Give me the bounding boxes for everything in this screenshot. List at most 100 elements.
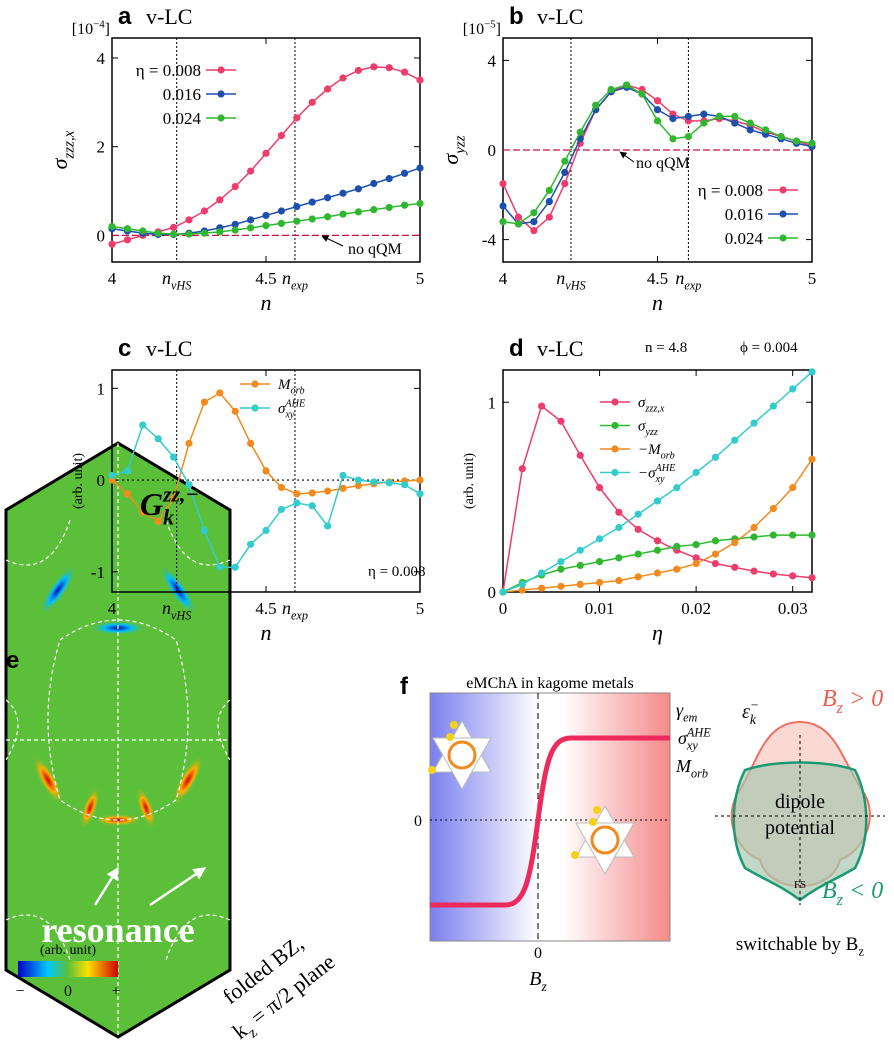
data-point: [654, 117, 661, 124]
x-axis-label-main: η: [652, 620, 663, 645]
data-point: [416, 77, 423, 84]
data-point: [309, 199, 316, 206]
data-point: [355, 476, 362, 483]
legend-swatch: [217, 114, 224, 121]
panel-label: b: [509, 3, 524, 30]
data-point: [355, 185, 362, 192]
x-axis-label-main: n: [652, 290, 663, 315]
data-point: [185, 440, 192, 447]
x-tick-label: 0.02: [681, 599, 711, 618]
band-label-sub: k: [750, 712, 757, 727]
reference-label: no qQM: [636, 155, 690, 172]
data-point: [673, 484, 680, 491]
data-point: [519, 465, 526, 472]
data-point: [309, 215, 316, 222]
field-label-sub: k: [163, 506, 174, 530]
legend-label-sub: orb: [661, 451, 675, 462]
legend-label-sup: AHE: [284, 399, 306, 410]
panel-title: v-LC: [537, 336, 583, 361]
panel-title: v-LC: [537, 4, 583, 29]
data-point: [401, 202, 408, 209]
data-point: [416, 476, 423, 483]
data-point: [747, 126, 754, 133]
data-point: [185, 230, 192, 237]
data-point: [608, 86, 615, 93]
legend-label-main: −σ: [638, 466, 656, 482]
marker-label-main: n: [162, 268, 171, 288]
data-point: [201, 399, 208, 406]
data-point: [731, 539, 738, 546]
data-point: [654, 547, 661, 554]
legend-label: −Morb: [638, 442, 675, 462]
data-point: [530, 209, 537, 216]
data-point: [669, 135, 676, 142]
legend-label: 0.024: [163, 109, 202, 128]
field-label-main: G: [140, 486, 163, 522]
legend-label: η = 0.008: [136, 61, 201, 80]
data-point: [370, 206, 377, 213]
data-point: [124, 225, 131, 232]
legend-label: σyzz: [638, 419, 658, 439]
legend-label: η = 0.008: [698, 181, 763, 200]
y-axis-label: (arb. unit): [71, 453, 86, 509]
annotation-arrow: [322, 236, 343, 246]
band-label: εk−: [742, 698, 759, 727]
data-point: [519, 581, 526, 588]
legend-label-sub: xy: [655, 474, 666, 485]
data-point: [216, 564, 223, 571]
y-axis-label-main: (arb. unit): [462, 453, 477, 509]
data-point: [386, 204, 393, 211]
data-point: [293, 114, 300, 121]
x-tick-label: 4: [499, 269, 508, 288]
data-point: [262, 527, 269, 534]
field-label-tail: < 0: [843, 878, 883, 904]
marker-label-sub: vHS: [171, 278, 191, 292]
data-point: [293, 218, 300, 225]
data-point: [155, 230, 162, 237]
quantity-label-main: M: [675, 756, 692, 776]
scale-label-sup: −4: [93, 18, 105, 30]
data-point: [216, 196, 223, 203]
band-label-main: ε: [742, 701, 750, 723]
data-point: [530, 218, 537, 225]
colorbar-tick: 0: [64, 983, 72, 1000]
data-point: [170, 224, 177, 231]
x-tick-label: 5: [808, 269, 817, 288]
data-point: [546, 214, 553, 221]
legend-label-sub: zzz,x: [644, 404, 664, 415]
x-axis-label-main: n: [261, 290, 272, 315]
data-point: [499, 588, 506, 595]
legend-swatch: [217, 66, 224, 73]
data-point: [339, 472, 346, 479]
data-point: [108, 223, 115, 230]
data-point: [416, 490, 423, 497]
y-tick-label: 0: [97, 226, 106, 245]
data-point: [355, 67, 362, 74]
data-point: [278, 220, 285, 227]
legend-swatch: [217, 90, 224, 97]
data-point: [416, 164, 423, 171]
quantity-label: Morb: [675, 756, 708, 780]
data-point: [557, 566, 564, 573]
data-point: [596, 535, 603, 542]
data-point: [232, 408, 239, 415]
field-label: Bz > 0: [822, 686, 883, 717]
data-point: [170, 454, 177, 461]
colorbar-tick: +: [111, 983, 120, 1000]
panel-label: e: [6, 647, 19, 674]
data-point: [386, 175, 393, 182]
x-tick-label: 0.01: [585, 599, 615, 618]
panel-label: f: [400, 673, 409, 700]
legend-swatch: [611, 398, 618, 405]
data-point: [789, 385, 796, 392]
data-point: [247, 224, 254, 231]
legend-label: Morb: [277, 377, 305, 397]
data-point: [700, 120, 707, 127]
band-label-sup: −: [750, 698, 759, 713]
data-point: [401, 481, 408, 488]
y-tick-label: 4: [97, 49, 106, 68]
data-point: [712, 537, 719, 544]
data-point: [201, 207, 208, 214]
reference-label: no qQM: [348, 241, 402, 258]
data-point: [370, 63, 377, 70]
